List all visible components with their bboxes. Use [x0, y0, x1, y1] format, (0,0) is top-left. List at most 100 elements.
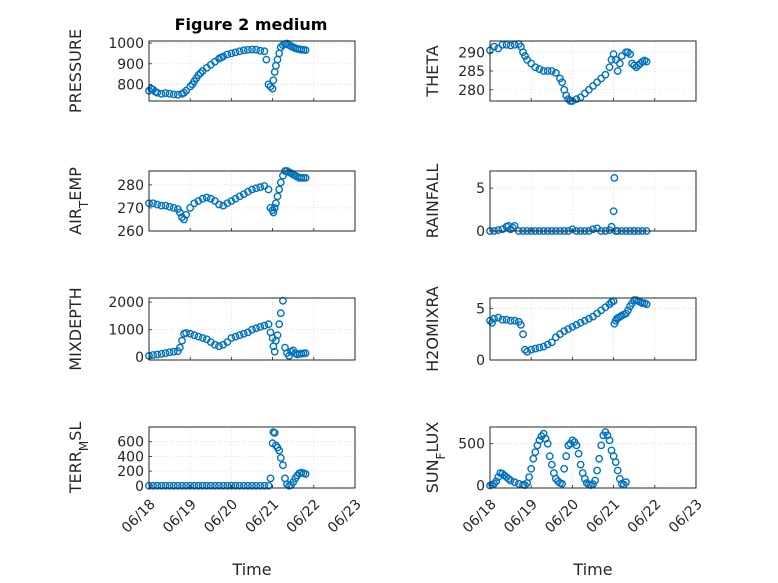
data-point: [498, 315, 507, 324]
data-point: [531, 448, 540, 456]
data-point: [239, 329, 248, 338]
data-point: [558, 479, 566, 488]
y-tick-label: 280: [458, 83, 485, 99]
data-point: [239, 46, 248, 55]
data-point: [210, 340, 219, 349]
data-point: [560, 464, 569, 473]
x-tick-label: 06/21: [243, 496, 283, 536]
y-tick-label: 0: [135, 479, 144, 495]
y-tick-label: 0: [476, 478, 485, 494]
subplot-air_temp: 260 270 280 AIRTEMP: [66, 167, 356, 240]
data-point: [198, 194, 207, 203]
data-point: [572, 95, 581, 104]
data-point: [264, 80, 273, 89]
data-point: [523, 347, 531, 356]
subplot-grid: 800 900 1000 PRESSURE 280 285 290 THETA 260 270 28…: [66, 29, 706, 579]
data-point: [502, 315, 511, 324]
data-point: [624, 48, 632, 57]
data-point: [615, 59, 624, 68]
data-point: [149, 199, 158, 208]
data-point: [576, 460, 585, 469]
axes-box: [489, 426, 697, 489]
data-point: [269, 208, 278, 217]
x-tick-label: 06/18: [460, 496, 500, 536]
data-point: [202, 193, 211, 202]
data-point: [266, 82, 275, 91]
data-point: [219, 52, 228, 61]
data-point: [256, 481, 265, 490]
data-point: [194, 71, 203, 80]
data-point: [525, 473, 533, 481]
x-tick-label: 06/23: [325, 496, 365, 536]
subplot-theta: 280 285 290 THETA: [423, 40, 697, 105]
data-point: [527, 345, 536, 354]
data-point: [597, 441, 606, 450]
data-point: [613, 67, 622, 75]
data-point: [634, 61, 643, 70]
data-point: [264, 320, 273, 329]
data-point: [572, 320, 581, 329]
data-point: [161, 201, 170, 210]
data-point: [186, 329, 195, 338]
data-point: [593, 466, 601, 475]
data-point: [506, 476, 515, 485]
data-point: [252, 184, 261, 193]
data-point: [301, 470, 310, 478]
data-point: [235, 331, 244, 340]
data-point: [622, 478, 630, 487]
data-point: [610, 173, 619, 182]
subplot-rainfall: 0 5 RAINFALL: [423, 164, 697, 240]
y-tick-label: 800: [117, 77, 144, 93]
data-point: [488, 318, 496, 327]
data-point: [169, 481, 178, 490]
data-point: [256, 322, 265, 331]
data-point: [560, 327, 569, 335]
data-point: [543, 67, 552, 75]
y-tick-label: 285: [458, 64, 485, 80]
data-point: [517, 320, 525, 329]
data-point: [252, 45, 261, 54]
plot-area: [490, 298, 696, 360]
data-point: [175, 343, 184, 352]
x-tick-label: 06/20: [201, 496, 241, 536]
data-point: [243, 187, 252, 196]
data-point: [248, 185, 256, 194]
data-point: [252, 324, 261, 333]
data-point: [252, 481, 261, 490]
y-tick-label: 290: [458, 45, 485, 61]
data-point: [270, 428, 279, 437]
y-axis-label: THETA: [423, 45, 442, 97]
data-point: [504, 474, 513, 483]
y-tick-label: 500: [458, 437, 485, 453]
data-point: [642, 300, 651, 309]
data-point: [231, 481, 240, 490]
subplot-h2omixra: 0 5 H2OMIXRA: [423, 286, 697, 372]
data-point: [521, 52, 529, 60]
data-point: [182, 86, 191, 95]
data-point: [227, 481, 236, 490]
data-point: [182, 329, 191, 337]
y-tick-label: 0: [476, 224, 485, 240]
subplot-sun_flux: 0 500 06/18 06/19 06/20 06/21 06/22 06/23 Time SU…: [423, 422, 706, 579]
data-point: [547, 67, 556, 75]
data-point: [210, 481, 219, 490]
x-tick-label: 06/23: [666, 496, 706, 536]
data-point: [182, 210, 191, 219]
x-tick-label: 06/22: [284, 496, 324, 536]
data-point: [539, 342, 548, 351]
data-point: [190, 331, 199, 340]
y-tick-label: 2000: [108, 295, 144, 311]
data-point: [194, 332, 203, 341]
data-point: [194, 481, 203, 490]
subplot-pressure: 800 900 1000 PRESSURE: [66, 29, 356, 113]
data-point: [161, 349, 170, 357]
data-point: [269, 76, 278, 85]
data-point: [275, 446, 284, 455]
data-point: [301, 349, 310, 357]
data-point: [248, 45, 256, 54]
data-point: [198, 481, 207, 490]
x-tick-label: 06/19: [160, 496, 200, 536]
x-tick-label: 06/19: [501, 496, 541, 536]
data-point: [262, 55, 271, 64]
data-point: [215, 481, 223, 490]
